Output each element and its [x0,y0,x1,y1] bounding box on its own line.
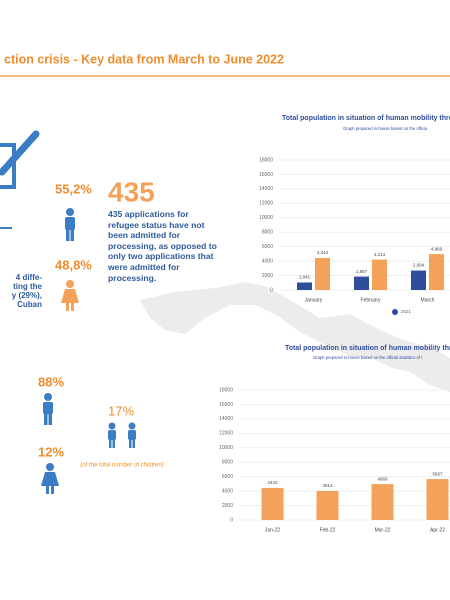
y-tick-label: 8000 [222,460,233,466]
value-label: 4,442 [317,250,329,255]
x-tick-label: January [305,297,323,303]
legend-swatch [392,309,398,315]
male-pct: 55,2% [55,181,92,196]
y-tick-label: 12000 [259,201,273,207]
applications-text: 435 applications for refugee status have… [108,209,217,283]
x-tick-label: February [360,297,381,303]
x-tick-label: March [421,297,435,303]
girl-icon [41,463,59,494]
y-tick-label: 0 [270,287,273,293]
y-tick-label: 2000 [262,273,273,279]
value-label: 1,857 [356,269,368,274]
y-tick-label: 2000 [222,503,233,509]
y-tick-label: 6000 [222,474,233,480]
y-tick-label: 16000 [259,172,273,178]
y-tick-label: 14000 [259,186,273,192]
y-tick-label: 4000 [222,488,233,494]
value-label: 4442 [267,480,278,485]
female-pct: 48,8% [55,257,92,272]
value-label: 4014 [322,483,333,488]
y-tick-label: 8000 [262,230,273,236]
male-icon [65,208,75,241]
legend-label: 2021 [401,309,412,314]
y-tick-label: 16000 [219,402,233,408]
y-tick-label: 6000 [262,244,273,250]
y-tick-label: 0 [230,517,233,523]
value-label: 1,041 [299,275,311,280]
boy-icon [43,393,53,425]
children-pct: 17% [108,403,134,418]
chart-subtitle: Graph prepared in-house based on the off… [313,355,423,360]
bar [371,484,394,520]
y-tick-label: 10000 [219,445,233,451]
value-label: 5667 [432,471,443,476]
fragment-line: ting the [13,282,42,291]
x-tick-label: Feb-22 [320,527,336,533]
x-tick-label: Mar-22 [375,527,391,533]
chart-title: Total population in situation of human m… [285,345,450,352]
applications-number: 435 [108,176,155,207]
page-title: ction crisis - Key data from March to Ju… [4,52,284,66]
female-icon [61,280,79,311]
value-label: 4969 [377,476,388,481]
x-tick-label: Jan-22 [265,527,281,533]
value-label: 4,214 [374,252,386,257]
fragment-line: 4 diffe- [16,273,43,282]
children-icon [108,422,136,448]
fragment-line: Cuban [17,300,42,309]
y-tick-label: 10000 [259,215,273,221]
bar [261,487,284,520]
y-tick-label: 12000 [219,431,233,437]
bar [426,479,449,520]
map-shape [140,282,450,392]
chart-subtitle: Graph prepared in-house based on the off… [343,126,428,131]
y-tick-label: 4000 [262,258,273,264]
chart-title: Total population in situation of human m… [282,115,450,122]
bar [354,276,369,290]
value-label: 4,969 [431,246,443,251]
bar [429,254,444,290]
fragment-line: y (29%), [12,291,42,300]
y-tick-label: 14000 [219,416,233,422]
check-icon [0,130,40,189]
boys-pct: 88% [38,374,64,389]
bar [372,259,387,290]
y-tick-label: 18000 [259,157,273,163]
value-label: 2,694 [413,263,425,268]
bar [297,282,312,290]
bar [316,491,339,520]
girls-pct: 12% [38,444,64,459]
children-note: (of the total number of children) [80,463,163,469]
bar [315,257,330,290]
y-tick-label: 18000 [219,387,233,393]
bar [411,270,426,290]
x-tick-label: Apr-22 [430,527,445,533]
